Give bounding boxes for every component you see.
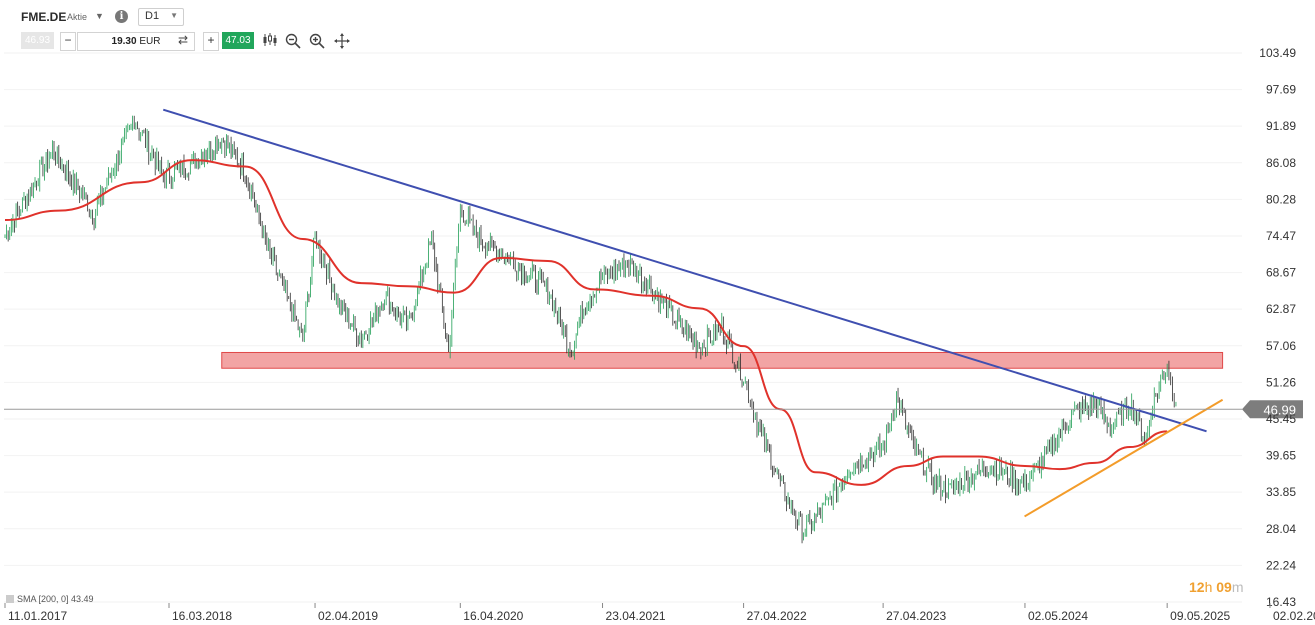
grid	[4, 52, 1242, 603]
y-tick-label: 39.65	[1266, 449, 1296, 463]
sma-line	[4, 159, 1168, 486]
trendlines	[162, 108, 1224, 518]
x-tick-label: 27.04.2022	[747, 609, 807, 623]
x-tick-label: 02.04.2019	[318, 609, 378, 623]
chevron-down-icon[interactable]: ▼	[95, 11, 104, 21]
y-tick-label: 74.47	[1266, 229, 1296, 243]
y-tick-label: 97.69	[1266, 83, 1296, 97]
chevron-down-icon: ▼	[170, 11, 178, 20]
current-price-layer: 46.99	[4, 400, 1303, 419]
x-tick-label: 02.02.2026	[1273, 609, 1315, 623]
y-tick-label: 22.24	[1266, 558, 1296, 572]
resistance-zone-layer	[221, 351, 1224, 369]
y-tick-label: 86.08	[1266, 156, 1296, 170]
y-tick-label: 57.06	[1266, 339, 1296, 353]
y-tick-label: 68.67	[1266, 266, 1296, 280]
increase-volume-button[interactable]: +	[203, 32, 219, 51]
x-tick-label: 16.04.2020	[463, 609, 523, 623]
volume-currency: EUR	[139, 36, 161, 47]
y-tick-label: 28.04	[1266, 522, 1296, 536]
x-tick-label: 23.04.2021	[606, 609, 666, 623]
decrease-volume-button[interactable]: −	[60, 32, 76, 51]
swap-icon[interactable]: ⇄	[177, 33, 189, 47]
symbol-type: Aktie	[67, 12, 88, 22]
current-price-label: 46.99	[1263, 402, 1296, 417]
volume-value: 19.30	[111, 36, 137, 47]
y-tick-label: 16.43	[1266, 595, 1296, 609]
toolbar: FME.DE Aktie ▼ i D1 ▼ 46.93 − 19.30 EUR …	[0, 0, 1315, 56]
x-axis: 11.01.2017 16.03.2018 02.04.2019 16.04.2020…	[4, 603, 1315, 623]
sma-legend-swatch	[6, 595, 14, 603]
symbol-name[interactable]: FME.DE	[21, 10, 67, 24]
x-tick-label: 09.05.2025	[1170, 609, 1230, 623]
bid-price[interactable]: 46.93	[21, 32, 54, 49]
y-tick-label: 91.89	[1266, 119, 1296, 133]
timeframe-value: D1	[145, 10, 160, 22]
zoom-out-icon[interactable]	[285, 33, 301, 52]
resistance-zone	[221, 351, 1224, 369]
y-tick-label: 103.49	[1259, 46, 1296, 60]
zoom-in-icon[interactable]	[309, 33, 325, 52]
candle-countdown: 12h 09m	[1189, 579, 1244, 595]
y-tick-label: 33.85	[1266, 485, 1296, 499]
volume-field[interactable]: 19.30 EUR	[77, 32, 195, 51]
y-tick-label: 51.26	[1266, 375, 1296, 389]
timeframe-select[interactable]: D1 ▼	[138, 8, 184, 26]
info-icon[interactable]: i	[115, 10, 128, 23]
downtrend-trendline	[162, 108, 1207, 433]
candle-type-icon[interactable]	[262, 33, 280, 50]
ask-price[interactable]: 47.03	[222, 32, 254, 49]
countdown-hours-unit: h	[1204, 579, 1213, 595]
x-tick-label: 02.05.2024	[1028, 609, 1088, 623]
x-tick-label: 27.04.2023	[886, 609, 946, 623]
crosshair-icon[interactable]	[334, 33, 350, 52]
countdown-minutes-unit: m	[1231, 579, 1244, 595]
uptrend-trendline	[1024, 398, 1224, 518]
y-tick-label: 45.45	[1266, 412, 1296, 426]
price-series	[4, 115, 1177, 544]
y-tick-label: 62.87	[1266, 302, 1296, 316]
x-tick-label: 11.01.2017	[8, 609, 67, 623]
current-price-badge	[1242, 400, 1303, 419]
countdown-hours: 12	[1189, 579, 1205, 595]
x-tick-label: 16.03.2018	[172, 609, 232, 623]
indicator-label[interactable]: SMA [200, 0] 43.49	[6, 594, 94, 604]
sma-line-layer	[4, 159, 1168, 486]
countdown-minutes: 09	[1216, 579, 1232, 595]
indicator-text: SMA [200, 0] 43.49	[17, 594, 94, 604]
y-tick-label: 80.28	[1266, 192, 1296, 206]
y-axis: 103.49 97.69 91.89 86.08 80.28 74.47 68.67 62.8…	[1259, 46, 1296, 609]
